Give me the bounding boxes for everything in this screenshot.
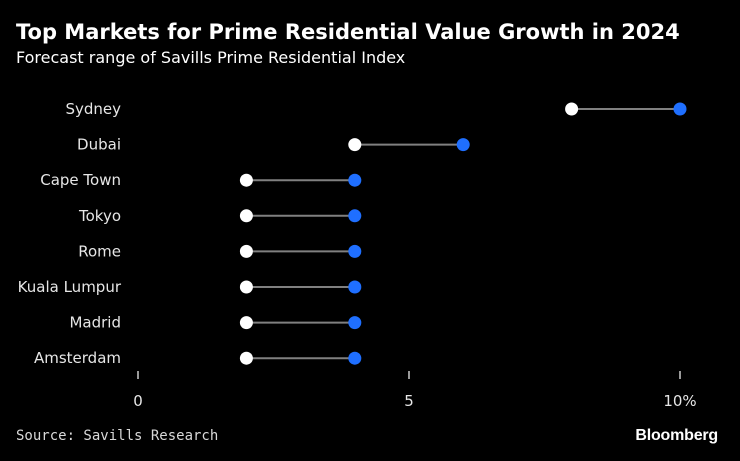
- low-point-dubai: [348, 138, 362, 152]
- x-tick-label-0: 0: [133, 392, 143, 410]
- x-tick-label-5: 5: [404, 392, 414, 410]
- bloomberg-logo: Bloomberg: [635, 427, 718, 444]
- low-point-amsterdam: [239, 351, 253, 365]
- low-point-cape-town: [239, 173, 253, 187]
- high-point-rome: [348, 244, 362, 258]
- category-label-tokyo: Tokyo: [78, 207, 121, 225]
- chart-subtitle: Forecast range of Savills Prime Resident…: [16, 48, 406, 67]
- high-point-amsterdam: [348, 351, 362, 365]
- high-point-kuala-lumpur: [348, 280, 362, 294]
- x-tick-label-10: 10%: [663, 392, 696, 410]
- low-point-rome: [239, 244, 253, 258]
- chart-title: Top Markets for Prime Residential Value …: [16, 20, 680, 44]
- high-point-cape-town: [348, 173, 362, 187]
- high-point-dubai: [456, 138, 470, 152]
- category-label-amsterdam: Amsterdam: [34, 349, 121, 367]
- category-label-sydney: Sydney: [65, 100, 121, 118]
- high-point-sydney: [673, 102, 687, 116]
- low-point-sydney: [565, 102, 579, 116]
- dumbbell-chart: Sydney Dubai Cape Town Tokyo Rome Kuala Lumpu…: [18, 100, 697, 410]
- category-label-dubai: Dubai: [77, 136, 121, 154]
- category-label-rome: Rome: [78, 242, 121, 260]
- low-point-madrid: [239, 316, 253, 330]
- category-label-madrid: Madrid: [69, 314, 121, 332]
- category-label-kuala-lumpur: Kuala Lumpur: [18, 278, 122, 296]
- high-point-madrid: [348, 316, 362, 330]
- category-label-cape-town: Cape Town: [40, 171, 121, 189]
- low-point-kuala-lumpur: [239, 280, 253, 294]
- low-point-tokyo: [239, 209, 253, 223]
- source-note: Source: Savills Research: [16, 428, 219, 444]
- high-point-tokyo: [348, 209, 362, 223]
